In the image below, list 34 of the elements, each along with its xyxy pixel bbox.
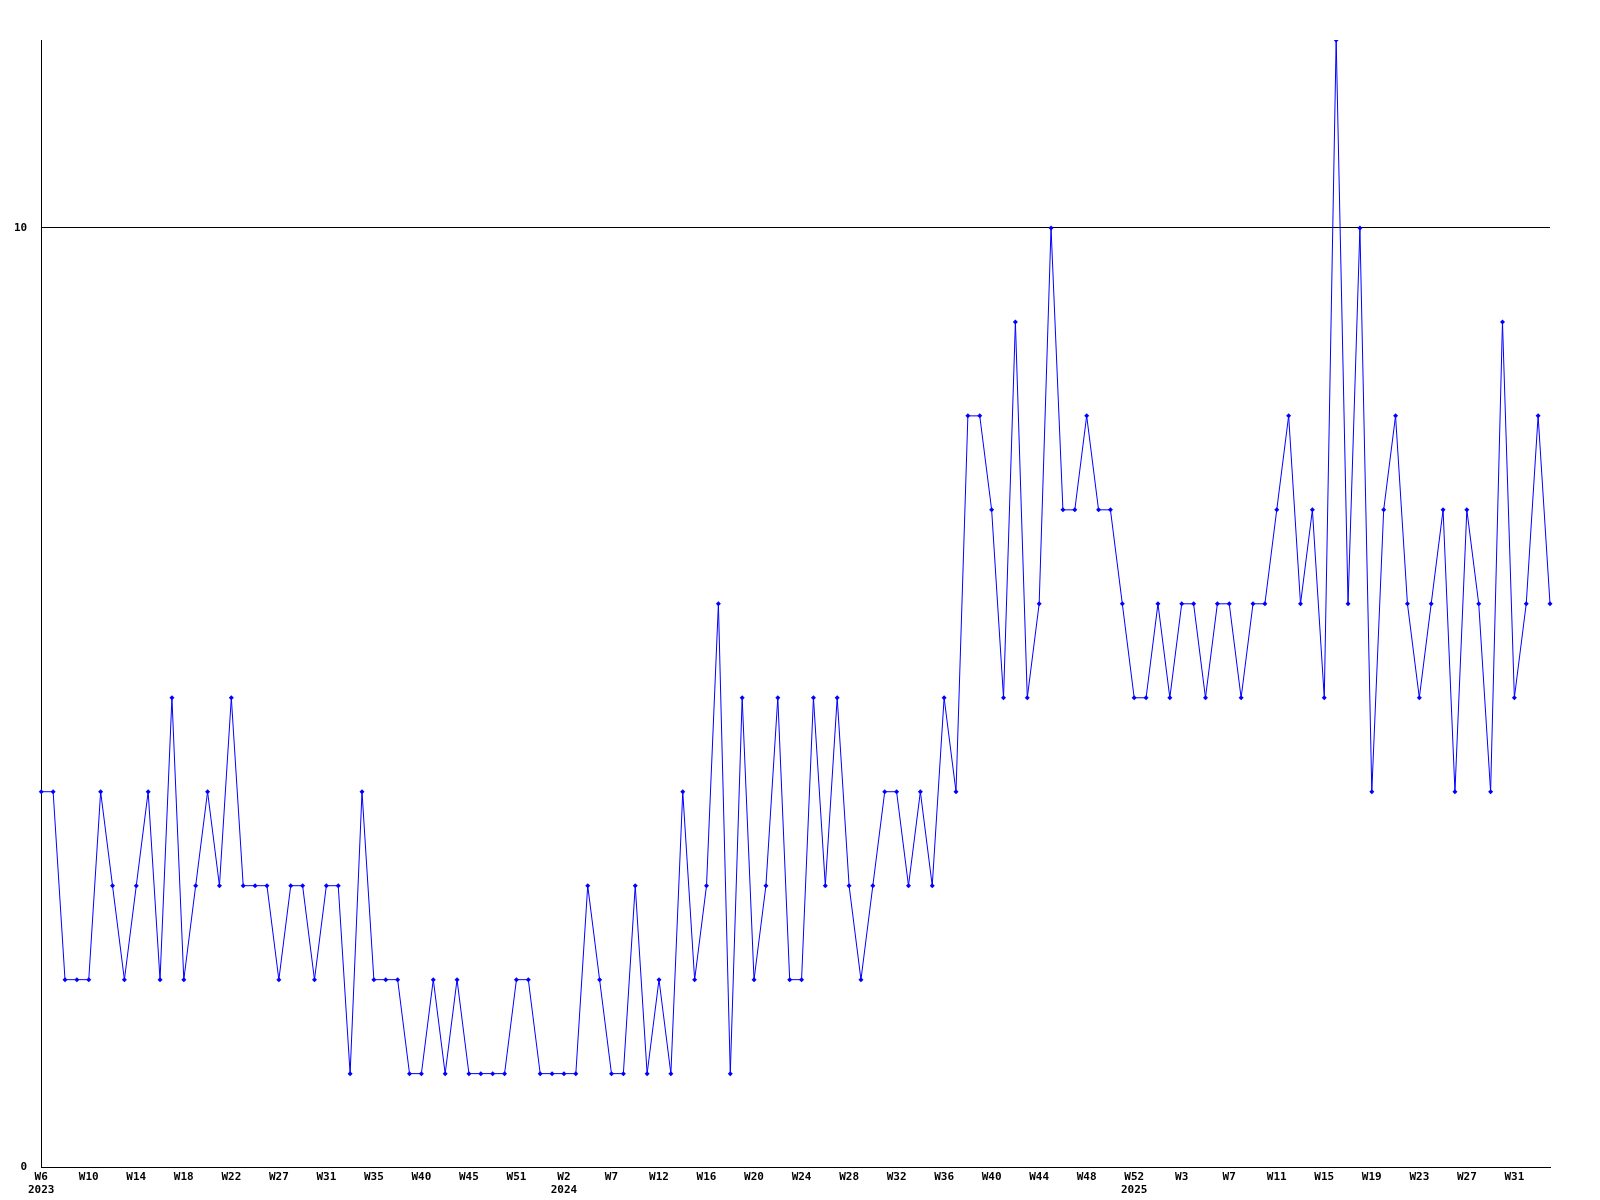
x-tick-label: W22	[221, 1170, 242, 1184]
x-tick-label: W2 2024	[550, 1170, 578, 1197]
x-tick-label: W27	[268, 1170, 289, 1184]
x-tick-label: W7	[604, 1170, 619, 1184]
x-tick-label: W19	[1361, 1170, 1382, 1184]
x-tick-label: W40	[981, 1170, 1002, 1184]
x-tick-label: W6 2023	[28, 1170, 55, 1197]
x-tick-label: W32	[886, 1170, 907, 1184]
x-tick-label: W35	[363, 1170, 384, 1184]
x-tick-label: W48	[1076, 1170, 1097, 1184]
x-tick-label: W3	[1175, 1170, 1189, 1184]
x-tick-label: W27	[1456, 1170, 1477, 1184]
x-tick-label: W14	[126, 1170, 147, 1184]
x-tick-label: W15	[1314, 1170, 1335, 1184]
x-tick-label: W40	[411, 1170, 432, 1184]
y-tick-label: 0	[20, 1160, 28, 1174]
x-tick-label: W16	[696, 1170, 717, 1184]
x-tick-label: W20	[744, 1170, 764, 1184]
x-tick-label: W18	[173, 1170, 194, 1184]
x-tick-label: W28	[839, 1170, 860, 1184]
x-tick-label: W44	[1029, 1170, 1050, 1184]
x-tick-label: W52 2025	[1120, 1170, 1148, 1197]
x-tick-label: W10	[78, 1170, 99, 1184]
y-tick-label: 10	[14, 220, 28, 234]
x-tick-label: W23	[1409, 1170, 1430, 1184]
x-tick-label: W7	[1222, 1170, 1236, 1184]
x-tick-label: W31	[1504, 1170, 1525, 1184]
x-tick-label: W24	[791, 1170, 812, 1184]
x-tick-label: W31	[316, 1170, 337, 1184]
x-tick-label: W11	[1266, 1170, 1288, 1184]
x-tick-label: W12	[649, 1170, 669, 1184]
x-tick-label: W36	[934, 1170, 955, 1184]
x-tick-label: W51	[506, 1170, 527, 1184]
x-tick-label: W45	[458, 1170, 479, 1184]
